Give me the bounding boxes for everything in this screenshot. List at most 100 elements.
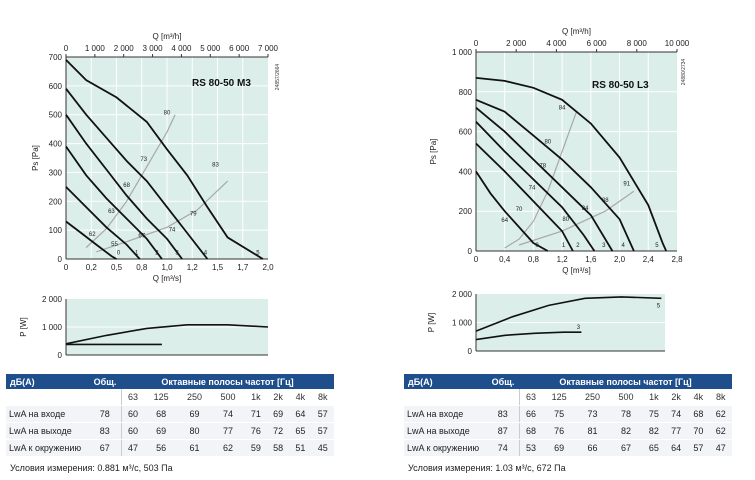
- row-label: LwA на входе: [6, 405, 89, 423]
- y-tick-label: 400: [459, 167, 473, 176]
- curve-label: 62: [89, 232, 96, 238]
- cell: 66: [519, 405, 543, 423]
- x-tick-label: 1,7: [237, 263, 249, 272]
- power-curve-label: 5: [657, 303, 661, 309]
- cell: 67: [609, 439, 643, 457]
- efficiency-curve: [504, 111, 578, 249]
- x-tick-label: 0,2: [86, 263, 98, 272]
- curve-label: 0: [535, 243, 539, 249]
- pressure-curve: [65, 220, 117, 260]
- efficiency-curve: [85, 114, 176, 248]
- cell: 76: [244, 422, 267, 440]
- cell: 82: [642, 422, 665, 440]
- cell: 72: [266, 422, 290, 440]
- y-tick-label: 300: [49, 168, 63, 177]
- band: 63: [519, 389, 543, 406]
- x-tick-label: 0,8: [528, 255, 540, 264]
- cell: 78: [609, 405, 643, 423]
- band: 500: [609, 389, 643, 406]
- y-tick-label: 100: [49, 226, 63, 235]
- pressure-curve: [475, 77, 668, 252]
- pressure-curve: [65, 186, 141, 260]
- chart-rs80-50-m3: 0 0,2 0,5 0,8 1,0 1,2 1,5 1,7 2,0010020030040050…: [19, 32, 281, 360]
- cell: 75: [542, 405, 576, 423]
- power-axis-title: P [W]: [427, 313, 436, 332]
- power-curve: [65, 324, 269, 345]
- cell: 75: [642, 405, 665, 423]
- cell: 68: [687, 405, 710, 423]
- x-axis-title: Q [m³/s]: [562, 266, 590, 275]
- power-tick-label: 1 000: [452, 319, 473, 328]
- cell: 53: [519, 439, 543, 457]
- pressure-curve: [65, 145, 163, 260]
- top-tick-label: 4 000: [171, 44, 192, 53]
- curve-label: 74: [529, 185, 536, 191]
- y-tick-label: 700: [49, 53, 63, 62]
- row-total: 67: [89, 439, 122, 457]
- row-total: 78: [89, 405, 122, 423]
- table-row: LwA на выходе 87 68 76 81 82 82 77 70 62: [404, 422, 732, 440]
- measurement-condition-l3: Условия измерения: 1.03 м³/с, 672 Па: [408, 463, 566, 473]
- curve-label: 80: [562, 217, 569, 223]
- col-bands: Октавные полосы частот [Гц]: [121, 374, 334, 389]
- curve-label: 2: [576, 243, 580, 249]
- cell: 81: [575, 422, 610, 440]
- band: 125: [144, 389, 178, 406]
- cell: 65: [289, 422, 312, 440]
- cell: 77: [664, 422, 688, 440]
- curve-label: 1: [135, 251, 139, 257]
- curve-label: 74: [169, 228, 176, 234]
- curve-label: 5: [256, 251, 260, 257]
- y-tick-label: 600: [49, 82, 63, 91]
- power-axis-title: P [W]: [19, 317, 28, 336]
- row-total: 87: [487, 422, 520, 440]
- x-tick-label: 1,6: [585, 255, 597, 264]
- curve-label: 2: [155, 251, 159, 257]
- cell: 45: [311, 439, 334, 457]
- cell: 59: [244, 439, 267, 457]
- row-label: LwA к окружению: [404, 439, 487, 457]
- top-tick-label: 4 000: [546, 39, 567, 48]
- curve-label: 80: [164, 111, 171, 117]
- x-tick-label: 2,4: [643, 255, 655, 264]
- curve-label: 3: [602, 243, 606, 249]
- top-tick-label: 8 000: [627, 39, 648, 48]
- table-row: LwA на входе 78 60 68 69 74 71 69 64 57: [6, 405, 334, 423]
- top-axis-title: Q [m³/h]: [562, 27, 591, 36]
- col-bands: Октавные полосы частот [Гц]: [519, 374, 732, 389]
- drawing-code: 24880/2734: [681, 59, 687, 86]
- cell: 74: [211, 405, 245, 423]
- col-total: Общ.: [487, 374, 519, 389]
- curve-label: 78: [539, 163, 546, 169]
- band: 8k: [709, 389, 732, 406]
- y-tick-label: 0: [58, 255, 63, 264]
- row-total: 83: [487, 405, 520, 423]
- y-axis-title: Ps [Pa]: [31, 145, 40, 171]
- cell: 74: [664, 405, 688, 423]
- y-tick-label: 0: [468, 247, 473, 256]
- y-tick-label: 200: [459, 207, 473, 216]
- band: 2k: [266, 389, 290, 406]
- curve-label: 64: [501, 218, 508, 224]
- x-tick-label: 0: [64, 263, 69, 272]
- top-tick-label: 0: [474, 39, 479, 48]
- pressure-curve: [65, 59, 264, 260]
- curve-label: 84: [582, 206, 589, 212]
- top-tick-label: 3 000: [143, 44, 164, 53]
- x-tick-label: 0,5: [111, 263, 123, 272]
- curve-label: 68: [123, 183, 130, 189]
- band: 125: [542, 389, 576, 406]
- cell: 47: [121, 439, 145, 457]
- curve-label: 83: [212, 163, 219, 169]
- pressure-curve: [475, 170, 549, 252]
- cell: 57: [311, 405, 334, 423]
- band: 1k: [642, 389, 665, 406]
- cell: 64: [289, 405, 312, 423]
- pressure-curve: [475, 98, 635, 252]
- power-curve: [475, 331, 582, 341]
- pressure-curve: [65, 114, 183, 260]
- cell: 66: [575, 439, 610, 457]
- table-row: LwA к окружению 74 53 69 66 67 65 64 57 …: [404, 439, 732, 457]
- cell: 57: [311, 422, 334, 440]
